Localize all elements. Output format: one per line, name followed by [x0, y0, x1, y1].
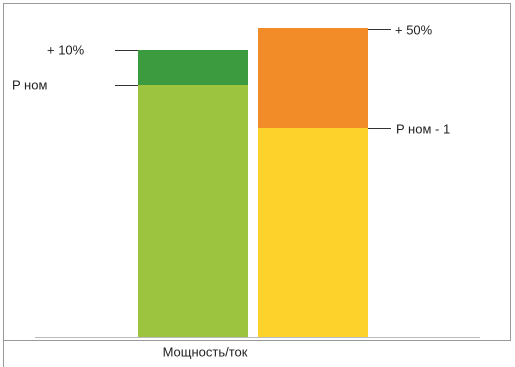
- label: P ном: [12, 77, 47, 92]
- frame: [3, 3, 511, 341]
- axis-label: Мощность/ток: [163, 344, 248, 359]
- bar-nominal: [258, 128, 368, 337]
- label: + 10%: [47, 42, 85, 57]
- bar-overload: [138, 50, 248, 85]
- label: P ном - 1: [396, 121, 450, 136]
- bar-nominal: [138, 85, 248, 337]
- bar-overload: [258, 28, 368, 128]
- label: + 50%: [395, 22, 433, 37]
